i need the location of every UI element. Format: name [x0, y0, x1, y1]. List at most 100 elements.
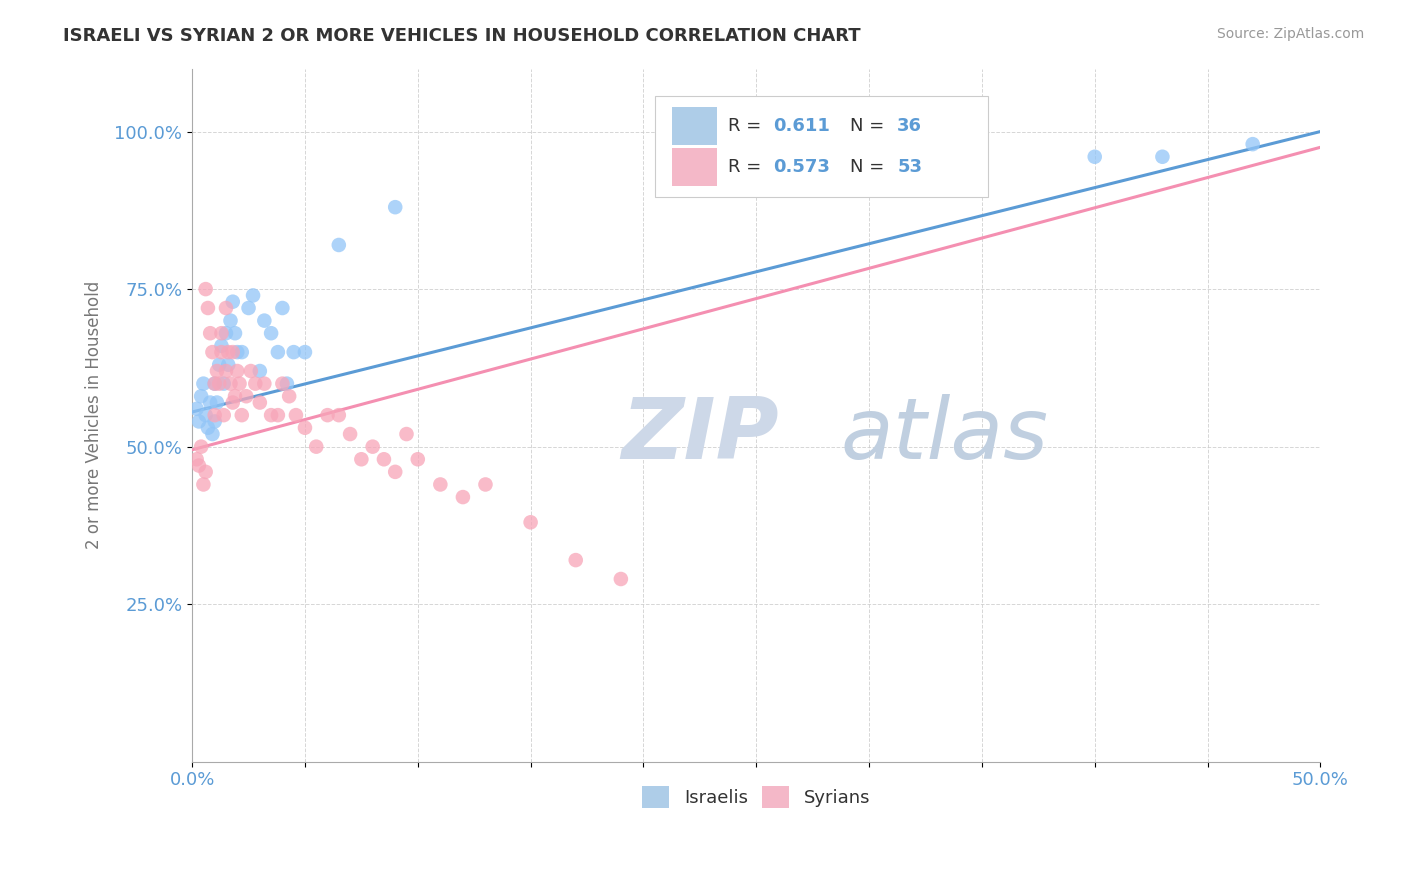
- Point: [267, 345, 290, 359]
- Point: [201, 427, 224, 442]
- Point: [284, 408, 307, 422]
- Point: [1084, 150, 1107, 164]
- Point: [222, 345, 245, 359]
- Point: [186, 452, 208, 467]
- Point: [451, 490, 474, 504]
- Point: [242, 288, 264, 302]
- Point: [205, 395, 228, 409]
- FancyBboxPatch shape: [655, 96, 987, 197]
- Point: [215, 364, 238, 378]
- Point: [1152, 150, 1174, 164]
- Point: [361, 440, 384, 454]
- Text: Source: ZipAtlas.com: Source: ZipAtlas.com: [1216, 27, 1364, 41]
- Point: [201, 345, 224, 359]
- Point: [339, 427, 361, 442]
- Point: [197, 301, 219, 315]
- Bar: [672, 107, 717, 145]
- Point: [226, 345, 249, 359]
- Point: [271, 376, 294, 391]
- Point: [194, 465, 217, 479]
- Point: [235, 389, 257, 403]
- Point: [278, 389, 301, 403]
- Point: [245, 376, 267, 391]
- Text: 53: 53: [897, 158, 922, 176]
- Point: [205, 364, 228, 378]
- Point: [328, 238, 350, 252]
- Point: [204, 408, 226, 422]
- Text: 0.573: 0.573: [773, 158, 830, 176]
- Point: [429, 477, 451, 491]
- Text: N =: N =: [849, 117, 890, 135]
- Point: [212, 376, 235, 391]
- Legend: Israelis, Syrians: Israelis, Syrians: [636, 779, 877, 815]
- Point: [231, 345, 253, 359]
- Point: [564, 553, 586, 567]
- Point: [239, 364, 262, 378]
- Point: [190, 389, 212, 403]
- Point: [187, 414, 209, 428]
- Point: [194, 282, 217, 296]
- Point: [231, 408, 253, 422]
- Point: [249, 364, 271, 378]
- Text: 36: 36: [897, 117, 922, 135]
- Point: [395, 427, 418, 442]
- Point: [384, 200, 406, 214]
- Point: [253, 376, 276, 391]
- Point: [350, 452, 373, 467]
- Point: [271, 301, 294, 315]
- Text: ZIP: ZIP: [621, 394, 779, 477]
- Point: [208, 358, 231, 372]
- Point: [260, 326, 283, 341]
- Point: [219, 376, 242, 391]
- Point: [610, 572, 633, 586]
- Point: [224, 326, 246, 341]
- Point: [204, 414, 226, 428]
- Point: [474, 477, 496, 491]
- Point: [1241, 137, 1264, 152]
- Point: [305, 440, 328, 454]
- Text: atlas: atlas: [841, 394, 1049, 477]
- Point: [215, 301, 238, 315]
- Point: [249, 395, 271, 409]
- Point: [224, 389, 246, 403]
- Bar: [672, 148, 717, 186]
- Text: N =: N =: [849, 158, 890, 176]
- Text: ISRAELI VS SYRIAN 2 OR MORE VEHICLES IN HOUSEHOLD CORRELATION CHART: ISRAELI VS SYRIAN 2 OR MORE VEHICLES IN …: [63, 27, 860, 45]
- Point: [294, 345, 316, 359]
- Point: [212, 408, 235, 422]
- Point: [215, 326, 238, 341]
- Point: [519, 516, 541, 530]
- Point: [217, 358, 239, 372]
- Point: [198, 326, 221, 341]
- Point: [294, 421, 316, 435]
- Point: [211, 345, 233, 359]
- Point: [187, 458, 209, 473]
- Point: [260, 408, 283, 422]
- Point: [384, 465, 406, 479]
- Text: R =: R =: [728, 158, 768, 176]
- Point: [228, 376, 250, 391]
- Point: [198, 395, 221, 409]
- Point: [197, 421, 219, 435]
- Point: [204, 376, 226, 391]
- Point: [211, 339, 233, 353]
- Point: [406, 452, 429, 467]
- Point: [193, 477, 215, 491]
- Point: [283, 345, 305, 359]
- Point: [193, 376, 215, 391]
- Point: [204, 376, 226, 391]
- Point: [238, 301, 260, 315]
- Point: [373, 452, 395, 467]
- Point: [316, 408, 339, 422]
- Text: R =: R =: [728, 117, 768, 135]
- Point: [222, 294, 245, 309]
- Point: [194, 408, 217, 422]
- Point: [267, 408, 290, 422]
- Point: [328, 408, 350, 422]
- Point: [186, 401, 208, 416]
- Point: [219, 313, 242, 327]
- Point: [217, 345, 239, 359]
- Text: 0.611: 0.611: [773, 117, 830, 135]
- Point: [276, 376, 298, 391]
- Point: [253, 313, 276, 327]
